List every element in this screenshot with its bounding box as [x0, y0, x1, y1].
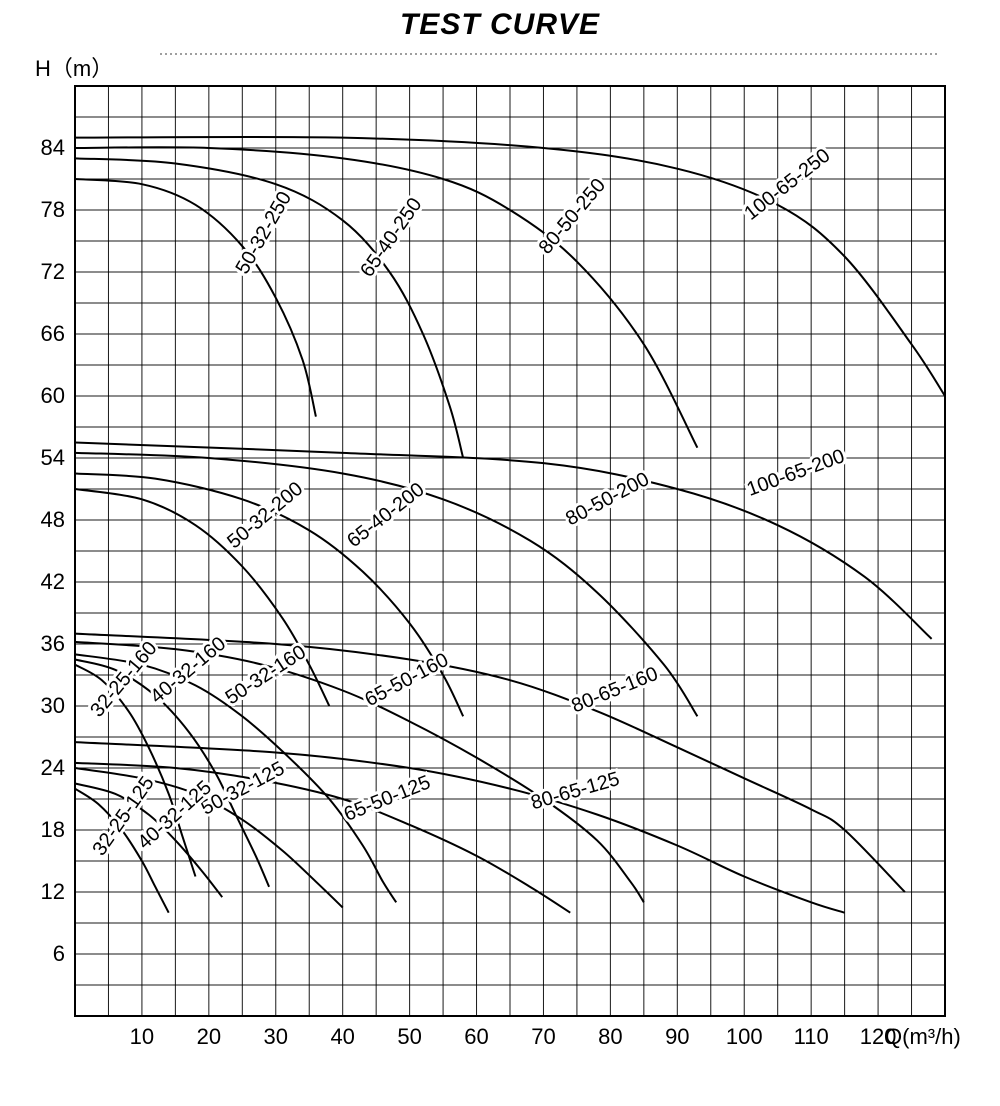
svg-text:50: 50 [397, 1024, 421, 1049]
svg-text:60: 60 [464, 1024, 488, 1049]
svg-text:84: 84 [41, 135, 65, 160]
svg-text:Q(m³/h): Q(m³/h) [885, 1024, 961, 1049]
svg-text:12: 12 [41, 879, 65, 904]
svg-text:30: 30 [41, 693, 65, 718]
svg-text:110: 110 [794, 1024, 829, 1049]
chart-container: TEST CURVE PUMP & VALVE EQUIPMENT 102030… [0, 0, 1000, 1106]
svg-text:30: 30 [264, 1024, 288, 1049]
svg-text:40: 40 [330, 1024, 354, 1049]
svg-text:48: 48 [41, 507, 65, 532]
svg-text:100: 100 [726, 1024, 763, 1049]
svg-text:10: 10 [130, 1024, 154, 1049]
svg-text:90: 90 [665, 1024, 689, 1049]
svg-text:72: 72 [41, 259, 65, 284]
svg-text:54: 54 [41, 445, 65, 470]
svg-text:60: 60 [41, 383, 65, 408]
svg-text:20: 20 [197, 1024, 221, 1049]
svg-text:18: 18 [41, 817, 65, 842]
svg-text:42: 42 [41, 569, 65, 594]
svg-text:H（m）: H（m） [35, 56, 113, 81]
svg-text:24: 24 [41, 755, 65, 780]
svg-text:66: 66 [41, 321, 65, 346]
svg-text:36: 36 [41, 631, 65, 656]
svg-text:6: 6 [53, 941, 65, 966]
svg-text:78: 78 [41, 197, 65, 222]
svg-text:70: 70 [531, 1024, 555, 1049]
svg-text:80: 80 [598, 1024, 622, 1049]
test-curve-chart: 1020304050607080901001101206121824303642… [0, 0, 1000, 1106]
